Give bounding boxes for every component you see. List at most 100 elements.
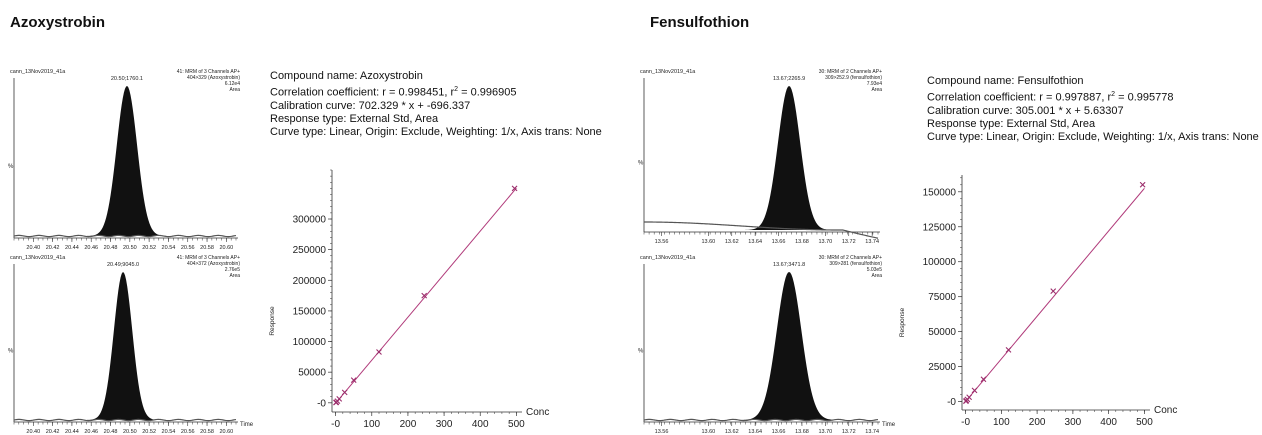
chromatogram-baseline [644, 221, 879, 239]
chromatogram-tick-label: 13.60 [701, 429, 715, 435]
calibration-y-tick-label: 100000 [293, 337, 327, 348]
compound-title-right: Fensulfothion [650, 14, 750, 31]
calibration-fit-line [965, 187, 1145, 402]
chromatogram-channel-label: 309>281 (fensulfothion) [829, 261, 882, 267]
calibration-y-tick-label: 300000 [293, 215, 327, 226]
calibration-data-point [336, 395, 343, 402]
chromatogram-tick-label: 20.42 [46, 429, 60, 435]
chromatogram-tick-label: 13.74 [865, 429, 879, 435]
calibration-x-tick-label: 100 [363, 419, 380, 430]
compound-name: Compound name: Fensulfothion [927, 75, 1084, 87]
response-type: Response type: External Std, Area [927, 117, 1096, 130]
chromatogram-tick-label: 20.44 [65, 245, 79, 251]
chromatogram-channel-label: 30: MRM of 2 Channels AP+ [819, 69, 882, 75]
calibration-data-point [971, 387, 978, 394]
response-type: Response type: External Std, Area [270, 112, 439, 125]
chromatogram-file-label: cann_13Nov2019_41a [640, 255, 696, 261]
chromatogram-tick-label: 13.60 [701, 239, 715, 245]
chromatogram-channel-label: Area [871, 87, 882, 93]
chromatogram-file-label: cann_13Nov2019_41a [10, 255, 66, 261]
calibration-x-tick-label: 500 [1136, 417, 1153, 428]
chromatogram-tick-label: 13.64 [748, 429, 762, 435]
chromatogram-channel-label: 2.76e5 [225, 267, 241, 273]
chromatogram-channel-label: 404>372 (Azoxystrobin) [187, 261, 240, 267]
chromatogram-tick-label: 20.42 [46, 245, 60, 251]
calibration-curve: Calibration curve: 702.329 * x + -696.33… [270, 99, 471, 112]
calibration-info-right: Compound name: Fensulfothion Correlation… [927, 75, 1259, 144]
calibration-x-tick-label: -0 [961, 417, 970, 428]
chromatogram-channel-label: 5.03e5 [867, 267, 883, 273]
chromatogram-tick-label: 13.68 [795, 429, 809, 435]
chromatogram-tick-label: 13.62 [725, 429, 739, 435]
chromatogram-tick-label: 13.66 [772, 239, 786, 245]
calibration-x-tick-label: 200 [400, 419, 417, 430]
calibration-y-tick-label: 150000 [923, 187, 957, 198]
curve-type: Curve type: Linear, Origin: Exclude, Wei… [270, 125, 602, 138]
calibration-y-tick-label: 100000 [923, 257, 957, 268]
calibration-data-point [421, 292, 428, 299]
calibration-y-label: Response [899, 307, 906, 337]
chromatogram-y-label: % [638, 349, 644, 355]
chromatogram-channel-label: 41: MRM of 3 Channels AP+ [177, 255, 240, 261]
calibration-y-tick-label: 50000 [928, 327, 956, 338]
calibration-data-point [341, 389, 348, 396]
chromatogram-tick-label: 20.56 [181, 245, 195, 251]
calibration-info-left: Compound name: Azoxystrobin Correlation … [270, 70, 602, 139]
calibration-x-tick-label: 300 [436, 419, 453, 430]
chromatogram-peak-area [644, 272, 878, 420]
chromatogram-tick-label: 13.70 [818, 239, 832, 245]
chromatogram-channel-label: 404>329 (Azoxystrobin) [187, 75, 240, 81]
chromatogram-tick-label: 20.58 [200, 245, 214, 251]
chromatogram-tick-label: 13.62 [725, 239, 739, 245]
calibration-y-tick-label: 125000 [923, 222, 957, 233]
chromatogram-tick-label: 20.48 [104, 245, 118, 251]
calibration-x-label: Conc [526, 407, 549, 418]
calibration-fit-line [335, 187, 517, 404]
chromatogram-tick-label: 20.44 [65, 429, 79, 435]
calibration-x-tick-label: 400 [472, 419, 489, 430]
chromatogram-tick-label: 20.40 [26, 245, 40, 251]
chromatogram-baseline [643, 418, 879, 422]
calibration-data-point [1139, 181, 1146, 188]
chromatogram-file-label: cann_13Nov2019_41a [10, 69, 66, 75]
calibration-y-tick-label: 250000 [293, 245, 327, 256]
calibration-curve: Calibration curve: 305.001 * x + 5.63307 [927, 104, 1124, 117]
calibration-x-tick-label: -0 [331, 419, 340, 430]
chromatogram-tick-label: 20.50 [123, 429, 137, 435]
chromatogram-channel-label: 30: MRM of 2 Channels AP+ [819, 255, 882, 261]
chromatogram-channel-label: 41: MRM of 3 Channels AP+ [177, 69, 240, 75]
chromatogram-peak-label: 13.67;3471.8 [773, 262, 805, 268]
chromatogram-channel-label: 309>252.9 (fensulfothion) [825, 75, 882, 81]
chromatogram-baseline [13, 418, 237, 422]
chromatogram-channel-label: 6.12e4 [225, 81, 241, 87]
chromatogram-file-label: cann_13Nov2019_41a [640, 69, 696, 75]
calibration-y-label: Response [269, 306, 276, 336]
chromatogram-tick-label: 13.56 [655, 239, 669, 245]
compound-name: Compound name: Azoxystrobin [270, 70, 423, 82]
chromatogram-peak-area [14, 86, 236, 236]
chromatogram-peak-area [14, 272, 236, 420]
chromatogram-y-label: % [8, 164, 14, 170]
calibration-y-tick-label: 150000 [293, 306, 327, 317]
chromatogram-channel-label: 7.93e4 [867, 81, 883, 87]
chromatogram-tick-label: 13.68 [795, 239, 809, 245]
chromatogram-channel-label: Area [871, 273, 882, 279]
chromatogram-tick-label: 20.40 [26, 429, 40, 435]
chromatogram-tick-label: 13.72 [842, 239, 856, 245]
chromatogram-tick-label: 20.54 [162, 245, 176, 251]
chromatogram-tick-label: 20.54 [162, 429, 176, 435]
calibration-y-tick-label: 75000 [928, 292, 956, 303]
calibration-data-point [350, 377, 357, 384]
chromatogram-tick-label: 20.56 [181, 429, 195, 435]
chromatogram-tick-label: 13.74 [865, 239, 879, 245]
chromatogram-tick-label: 13.64 [748, 239, 762, 245]
chromatogram-tick-label: 20.52 [142, 245, 156, 251]
calibration-x-label: Conc [1154, 405, 1177, 416]
calibration-y-tick-label: -0 [317, 398, 326, 409]
chromatogram-channel-label: Area [229, 273, 240, 279]
chromatogram-tick-label: 20.48 [104, 429, 118, 435]
chromatogram-peak-area [644, 86, 878, 230]
chromatogram-baseline [13, 234, 237, 238]
chromatogram-peak-label: 13.67;2265.9 [773, 76, 805, 82]
